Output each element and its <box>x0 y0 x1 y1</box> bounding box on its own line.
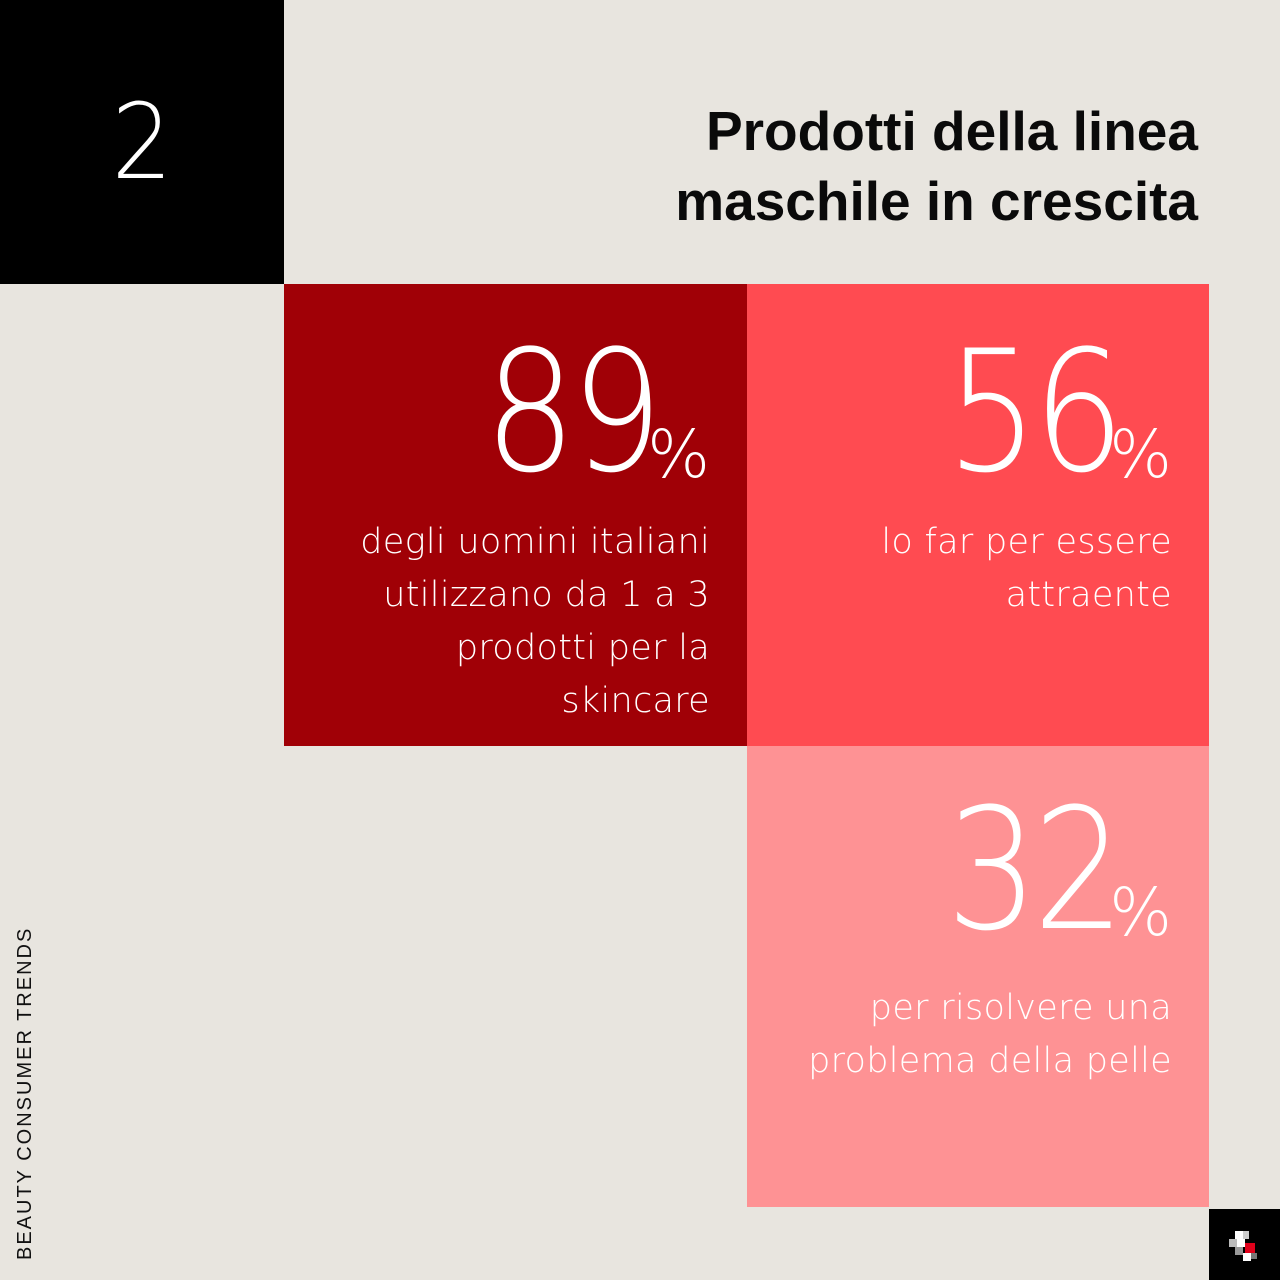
stat-description-line: attraente <box>1005 575 1172 615</box>
slide-number: 2 <box>111 81 173 203</box>
stat-value: 56 <box>945 314 1125 510</box>
stat-description-line: utilizzano da 1 a 3 <box>383 575 710 615</box>
stat-percent-sign: % <box>1109 416 1172 493</box>
stat-figure: 32 % <box>747 772 1172 968</box>
title-line-2: maschile in crescita <box>675 170 1198 232</box>
stat-description-line: skincare <box>561 681 710 721</box>
stat-figure: 89 % <box>284 314 710 510</box>
slide-number-box: 2 <box>0 0 284 284</box>
stat-description: lo far per essere attraente <box>747 516 1172 622</box>
stat-description-line: prodotti per la <box>455 628 710 668</box>
stat-card-56: 56 % lo far per essere attraente <box>747 284 1209 746</box>
stat-percent-sign: % <box>1109 874 1172 951</box>
stat-value: 32 <box>945 772 1125 968</box>
stat-figure: 56 % <box>747 314 1172 510</box>
stat-value: 89 <box>483 314 663 510</box>
brand-logo-icon <box>1229 1231 1257 1261</box>
side-label: BEAUTY CONSUMER TRENDS <box>14 926 36 1260</box>
stat-card-32: 32 % per risolvere una problema della pe… <box>747 746 1209 1207</box>
brand-logo <box>1209 1209 1280 1280</box>
stat-description: per risolvere una problema della pelle <box>747 982 1172 1088</box>
stat-description: degli uomini italiani utilizzano da 1 a … <box>284 516 710 728</box>
stat-description-line: problema della pelle <box>808 1041 1172 1081</box>
stat-card-89: 89 % degli uomini italiani utilizzano da… <box>284 284 747 746</box>
stat-percent-sign: % <box>647 416 710 493</box>
stat-description-line: degli uomini italiani <box>360 522 710 562</box>
stat-description-line: lo far per essere <box>881 522 1172 562</box>
page-title: Prodotti della linea maschile in crescit… <box>675 96 1198 236</box>
title-line-1: Prodotti della linea <box>705 100 1198 162</box>
stat-description-line: per risolvere una <box>869 988 1172 1028</box>
